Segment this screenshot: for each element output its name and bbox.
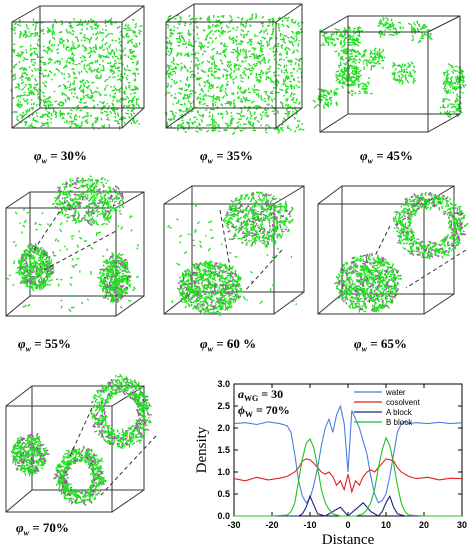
x-tick-label: 20 xyxy=(419,520,429,530)
micelle-large xyxy=(333,253,402,313)
simulation-box-55 xyxy=(5,175,145,317)
x-tick-label: -30 xyxy=(227,520,240,530)
legend-label: water xyxy=(385,388,406,397)
zoom-line xyxy=(43,229,119,271)
y-tick-label: 2.5 xyxy=(217,401,230,411)
series-line-water xyxy=(233,404,463,504)
series-line-cosolvent xyxy=(233,458,463,494)
y-tick-label: 1.0 xyxy=(217,467,230,477)
panel-phi-60: φw = 60 % xyxy=(160,170,310,355)
annotation-phi: ϕW = 70% xyxy=(238,403,290,419)
panel-phi-30: φw = 30% xyxy=(4,0,154,166)
micelle-center xyxy=(53,445,107,507)
zoom-micelle xyxy=(51,175,125,227)
legend-label: B block xyxy=(386,418,413,427)
x-tick-label: -10 xyxy=(303,520,316,530)
particle-cloud xyxy=(167,202,298,307)
legend-label: cosolvent xyxy=(386,398,421,407)
caption-70: φw = 70% xyxy=(16,520,69,538)
panel-phi-35: φw = 35% xyxy=(160,0,310,166)
x-tick-label: -20 xyxy=(265,520,278,530)
caption-30: φw = 30% xyxy=(34,148,87,166)
annotation-awg: aWG = 30 xyxy=(238,387,283,403)
zoom-line xyxy=(69,407,93,457)
particle-cloud xyxy=(10,17,143,130)
micelle-right xyxy=(96,252,132,303)
simulation-box-60 xyxy=(163,185,305,316)
series-line-b-block xyxy=(234,436,462,517)
chart-svg: -30 -20 -10 0 10 20 30 0.0 0.5 1.0 1.5 2.0 2.5 3.0 Dis… xyxy=(194,379,467,548)
caption-45: φw = 45% xyxy=(360,148,413,166)
particle-cloud xyxy=(6,208,139,313)
simulation-box-65 xyxy=(317,185,469,315)
x-axis-label: Distance xyxy=(322,532,375,548)
panel-phi-45: φw = 45% xyxy=(312,0,470,166)
y-tick-label: 0.0 xyxy=(217,511,230,521)
zoom-line xyxy=(405,249,467,289)
simulation-box-35 xyxy=(164,3,305,136)
micelle-left xyxy=(10,432,50,477)
legend-label: A block xyxy=(386,408,413,417)
x-tick-label: 10 xyxy=(381,520,391,530)
zoom-line xyxy=(243,249,283,293)
zoom-line xyxy=(373,225,391,259)
simulation-box-30 xyxy=(10,5,145,130)
zoom-vesicle xyxy=(392,191,469,260)
zoom-micelle xyxy=(222,191,294,248)
x-tick-label: 0 xyxy=(345,520,350,530)
panel-phi-55: φw = 55% xyxy=(4,170,154,355)
caption-35: φw = 35% xyxy=(200,148,253,166)
caption-55: φw = 55% xyxy=(18,336,71,354)
x-tick-label: 30 xyxy=(457,520,467,530)
simulation-box-45 xyxy=(312,15,467,133)
y-axis-label: Density xyxy=(194,426,210,473)
y-tick-label: 1.5 xyxy=(217,445,230,455)
micelle-left xyxy=(15,243,55,292)
caption-60: φw = 60 % xyxy=(200,336,257,354)
zoom-line xyxy=(33,207,63,251)
zoom-vesicle xyxy=(90,373,153,450)
zoom-line xyxy=(219,209,231,269)
panel-phi-70: φw = 70% xyxy=(4,372,159,550)
y-tick-label: 3.0 xyxy=(217,379,230,389)
caption-65: φw = 65% xyxy=(354,336,407,354)
y-tick-label: 0.5 xyxy=(217,489,230,499)
panel-phi-65: φw = 65% xyxy=(316,170,470,355)
particle-cloud xyxy=(164,13,305,136)
density-profile-chart: -30 -20 -10 0 10 20 30 0.0 0.5 1.0 1.5 2.0 2.5 3.0 Dis… xyxy=(190,372,474,550)
simulation-box-70 xyxy=(5,373,157,513)
particle-cloud xyxy=(312,17,467,119)
y-tick-label: 2.0 xyxy=(217,423,230,433)
micelle-large xyxy=(176,259,243,316)
